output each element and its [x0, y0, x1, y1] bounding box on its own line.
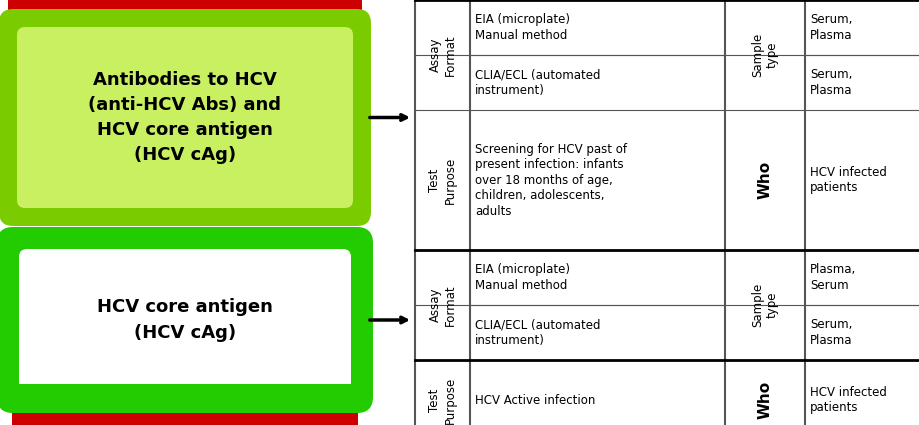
- Text: Assay
Format: Assay Format: [428, 34, 456, 76]
- Text: Serum,
Plasma: Serum, Plasma: [809, 68, 852, 97]
- Text: Sample
type: Sample type: [750, 283, 778, 327]
- Text: Plasma,
Serum: Plasma, Serum: [809, 263, 856, 292]
- Text: HCV infected
patients: HCV infected patients: [809, 386, 886, 414]
- Text: Who: Who: [756, 381, 772, 419]
- FancyBboxPatch shape: [7, 384, 363, 406]
- Text: Serum,
Plasma: Serum, Plasma: [809, 13, 852, 42]
- FancyBboxPatch shape: [0, 227, 372, 413]
- Text: Sample
type: Sample type: [750, 33, 778, 77]
- FancyBboxPatch shape: [8, 0, 361, 57]
- Text: Test
Purpose: Test Purpose: [428, 156, 456, 204]
- Text: EIA (microplate)
Manual method: EIA (microplate) Manual method: [474, 13, 570, 42]
- Text: Who: Who: [756, 161, 772, 199]
- Text: Antibodies to HCV
(anti-HCV Abs) and
HCV core antigen
(HCV cAg): Antibodies to HCV (anti-HCV Abs) and HCV…: [88, 71, 281, 164]
- Text: EIA (microplate)
Manual method: EIA (microplate) Manual method: [474, 263, 570, 292]
- FancyBboxPatch shape: [19, 249, 351, 391]
- Text: Test
Purpose: Test Purpose: [428, 377, 456, 424]
- Text: HCV Active infection: HCV Active infection: [474, 394, 595, 406]
- Text: Assay
Format: Assay Format: [428, 284, 456, 326]
- FancyBboxPatch shape: [0, 9, 370, 226]
- Text: HCV infected
patients: HCV infected patients: [809, 166, 886, 194]
- Text: CLIA/ECL (automated
instrument): CLIA/ECL (automated instrument): [474, 318, 600, 347]
- FancyBboxPatch shape: [17, 27, 353, 208]
- Text: HCV core antigen
(HCV cAg): HCV core antigen (HCV cAg): [97, 298, 273, 342]
- Text: Serum,
Plasma: Serum, Plasma: [809, 318, 852, 347]
- Text: Screening for HCV past of
present infection: infants
over 18 months of age,
chil: Screening for HCV past of present infect…: [474, 142, 627, 218]
- FancyBboxPatch shape: [12, 372, 357, 425]
- Text: CLIA/ECL (automated
instrument): CLIA/ECL (automated instrument): [474, 68, 600, 97]
